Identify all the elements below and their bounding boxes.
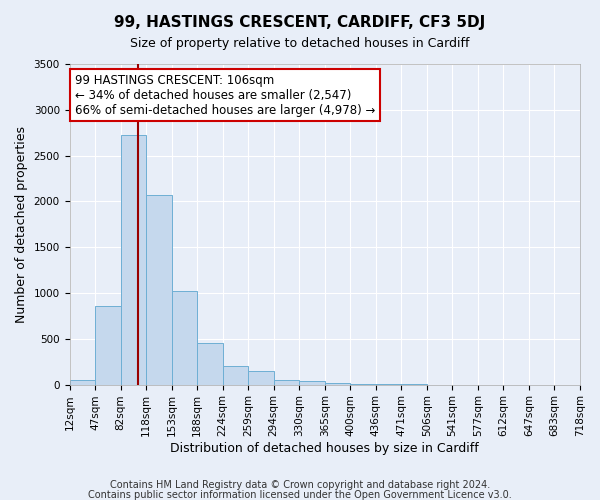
X-axis label: Distribution of detached houses by size in Cardiff: Distribution of detached houses by size …	[170, 442, 479, 455]
Bar	[248, 372, 274, 384]
Bar	[325, 383, 350, 384]
Bar	[299, 382, 325, 384]
Text: 99, HASTINGS CRESCENT, CARDIFF, CF3 5DJ: 99, HASTINGS CRESCENT, CARDIFF, CF3 5DJ	[115, 15, 485, 30]
Text: 99 HASTINGS CRESCENT: 106sqm
← 34% of detached houses are smaller (2,547)
66% of: 99 HASTINGS CRESCENT: 106sqm ← 34% of de…	[74, 74, 375, 116]
Bar	[121, 134, 146, 384]
Bar	[95, 306, 121, 384]
Text: Contains public sector information licensed under the Open Government Licence v3: Contains public sector information licen…	[88, 490, 512, 500]
Bar	[146, 194, 172, 384]
Text: Size of property relative to detached houses in Cardiff: Size of property relative to detached ho…	[130, 38, 470, 51]
Bar	[70, 380, 95, 384]
Y-axis label: Number of detached properties: Number of detached properties	[15, 126, 28, 323]
Text: Contains HM Land Registry data © Crown copyright and database right 2024.: Contains HM Land Registry data © Crown c…	[110, 480, 490, 490]
Bar	[274, 380, 299, 384]
Bar	[223, 366, 248, 384]
Bar	[172, 291, 197, 384]
Bar	[197, 343, 223, 384]
